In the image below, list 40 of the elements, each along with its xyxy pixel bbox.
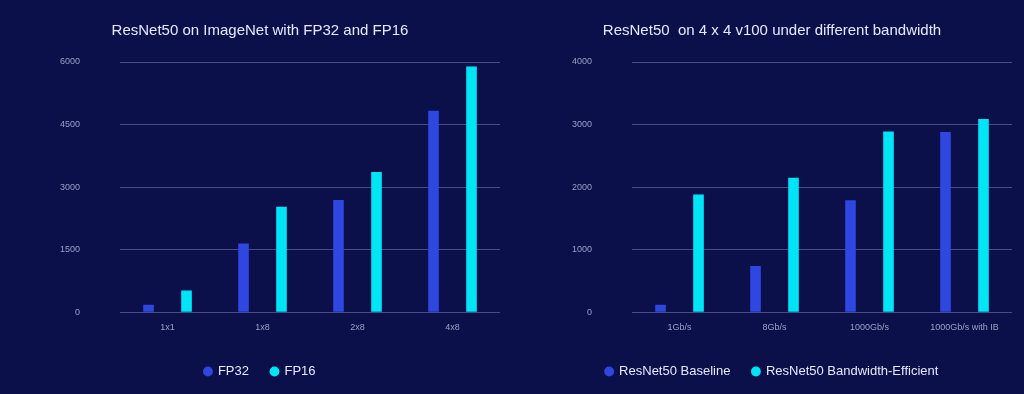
x-tick-label: 1x8 (255, 322, 270, 333)
x-tick-label: 4x8 (445, 322, 460, 333)
x-tick-label: 2x8 (350, 322, 365, 333)
y-tick-label: 6000 (59, 56, 81, 67)
chart-title: ResNet50 on ImageNet with FP32 and FP16 (111, 21, 409, 39)
legend-label: ResNet50 Baseline (619, 363, 731, 379)
bar (428, 110, 439, 312)
y-tick-label: 0 (587, 306, 593, 317)
bar (693, 194, 704, 312)
y-tick-label: 4000 (571, 56, 593, 67)
bar (788, 177, 799, 312)
bar (276, 206, 287, 312)
bar (238, 243, 249, 312)
x-tick-label: 8Gb/s (762, 322, 788, 333)
y-tick-label: 0 (75, 306, 81, 317)
bar (143, 304, 154, 312)
y-tick-label: 3000 (59, 181, 81, 192)
bar (181, 290, 192, 312)
bar (333, 200, 344, 312)
legend-label: FP32 (217, 363, 250, 379)
y-tick-label: 3000 (571, 119, 593, 130)
bar (978, 118, 989, 312)
x-tick-label: 1000Gb/s with IB (930, 322, 999, 333)
x-tick-label: 1000Gb/s (849, 322, 890, 333)
legend-label: ResNet50 Bandwidth-Efficient (765, 363, 939, 379)
chart-title: ResNet50 on 4 x 4 v100 under different bandwidth (602, 21, 942, 39)
legend-label: FP16 (284, 363, 316, 379)
x-tick-label: 1x1 (160, 322, 175, 333)
x-tick-label: 1Gb/s (667, 322, 693, 333)
bar (466, 66, 477, 312)
y-tick-label: 2000 (571, 181, 593, 192)
y-tick-label: 1500 (59, 244, 81, 255)
bar (883, 131, 894, 312)
bar (845, 200, 856, 312)
y-tick-label: 1000 (571, 244, 593, 255)
y-tick-label: 4500 (59, 119, 81, 130)
bar (750, 265, 761, 312)
bar (655, 304, 666, 312)
bar (371, 172, 382, 312)
bar (940, 132, 951, 312)
